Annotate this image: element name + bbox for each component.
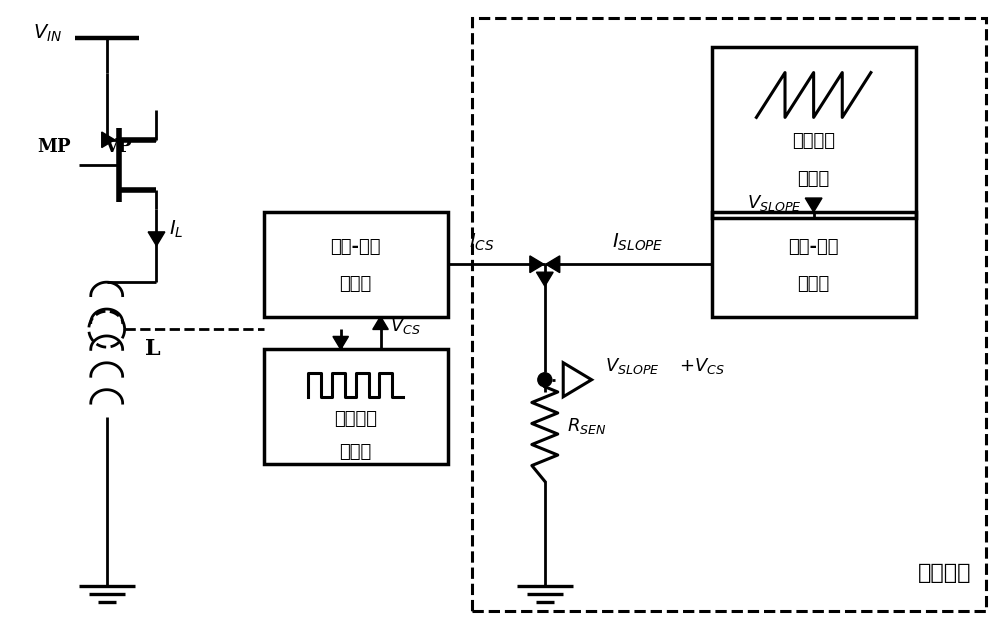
Text: $I_{SLOPE}$: $I_{SLOPE}$ <box>612 232 664 253</box>
Polygon shape <box>536 272 553 286</box>
Text: 转换器: 转换器 <box>798 275 830 293</box>
Bar <box>472 19 986 611</box>
Text: $I_{CS}$: $I_{CS}$ <box>469 232 494 253</box>
Text: MP: MP <box>37 138 71 156</box>
Polygon shape <box>148 232 165 246</box>
Polygon shape <box>805 198 822 212</box>
Text: L: L <box>145 338 160 360</box>
Text: VP: VP <box>104 138 131 156</box>
Text: $+V_{CS}$: $+V_{CS}$ <box>679 356 725 376</box>
Text: 旜坡电压: 旜坡电压 <box>792 132 835 150</box>
Polygon shape <box>373 317 388 329</box>
Text: 旜坡补唇: 旜坡补唇 <box>917 563 971 583</box>
Text: 转换器: 转换器 <box>340 275 372 293</box>
Bar <box>264 349 448 464</box>
Text: $I_L$: $I_L$ <box>169 218 184 239</box>
Text: $V_{SLOPE}$: $V_{SLOPE}$ <box>747 193 802 213</box>
Bar <box>712 48 916 218</box>
Text: $V_{IN}$: $V_{IN}$ <box>33 22 62 44</box>
Circle shape <box>538 373 552 386</box>
Text: $V_{CS}$: $V_{CS}$ <box>390 316 421 336</box>
Text: 电压-电流: 电压-电流 <box>330 238 381 256</box>
Text: $R_{SEN}$: $R_{SEN}$ <box>567 416 606 436</box>
Polygon shape <box>546 256 560 273</box>
Text: 电感电流: 电感电流 <box>334 410 377 428</box>
Text: 发生器: 发生器 <box>798 169 830 187</box>
Text: 采样器: 采样器 <box>340 444 372 462</box>
Polygon shape <box>333 336 348 349</box>
Polygon shape <box>530 256 544 273</box>
Bar <box>264 212 448 317</box>
Bar <box>712 212 916 317</box>
Text: 电压-电流: 电压-电流 <box>788 238 839 256</box>
Text: $V_{SLOPE}$: $V_{SLOPE}$ <box>605 356 659 376</box>
Polygon shape <box>102 132 115 148</box>
